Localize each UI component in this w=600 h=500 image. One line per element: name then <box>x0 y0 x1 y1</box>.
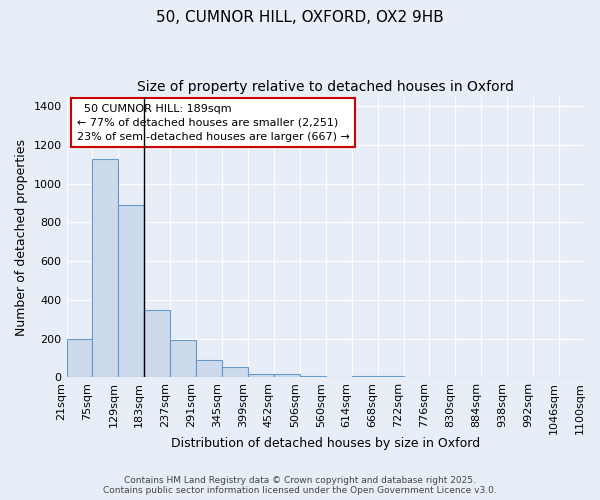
Bar <box>92 158 118 378</box>
Text: Contains HM Land Registry data © Crown copyright and database right 2025.
Contai: Contains HM Land Registry data © Crown c… <box>103 476 497 495</box>
Bar <box>170 340 196 378</box>
Bar <box>196 360 222 378</box>
Bar <box>145 310 170 378</box>
Bar <box>377 376 404 378</box>
Text: 50 CUMNOR HILL: 189sqm
← 77% of detached houses are smaller (2,251)
23% of semi-: 50 CUMNOR HILL: 189sqm ← 77% of detached… <box>77 104 350 142</box>
Bar <box>67 338 92 378</box>
Bar <box>300 376 326 378</box>
X-axis label: Distribution of detached houses by size in Oxford: Distribution of detached houses by size … <box>171 437 481 450</box>
Bar <box>118 205 145 378</box>
Bar <box>222 367 248 378</box>
Title: Size of property relative to detached houses in Oxford: Size of property relative to detached ho… <box>137 80 514 94</box>
Bar <box>352 376 377 378</box>
Bar <box>274 374 300 378</box>
Text: 50, CUMNOR HILL, OXFORD, OX2 9HB: 50, CUMNOR HILL, OXFORD, OX2 9HB <box>156 10 444 25</box>
Y-axis label: Number of detached properties: Number of detached properties <box>15 138 28 336</box>
Bar <box>248 374 274 378</box>
